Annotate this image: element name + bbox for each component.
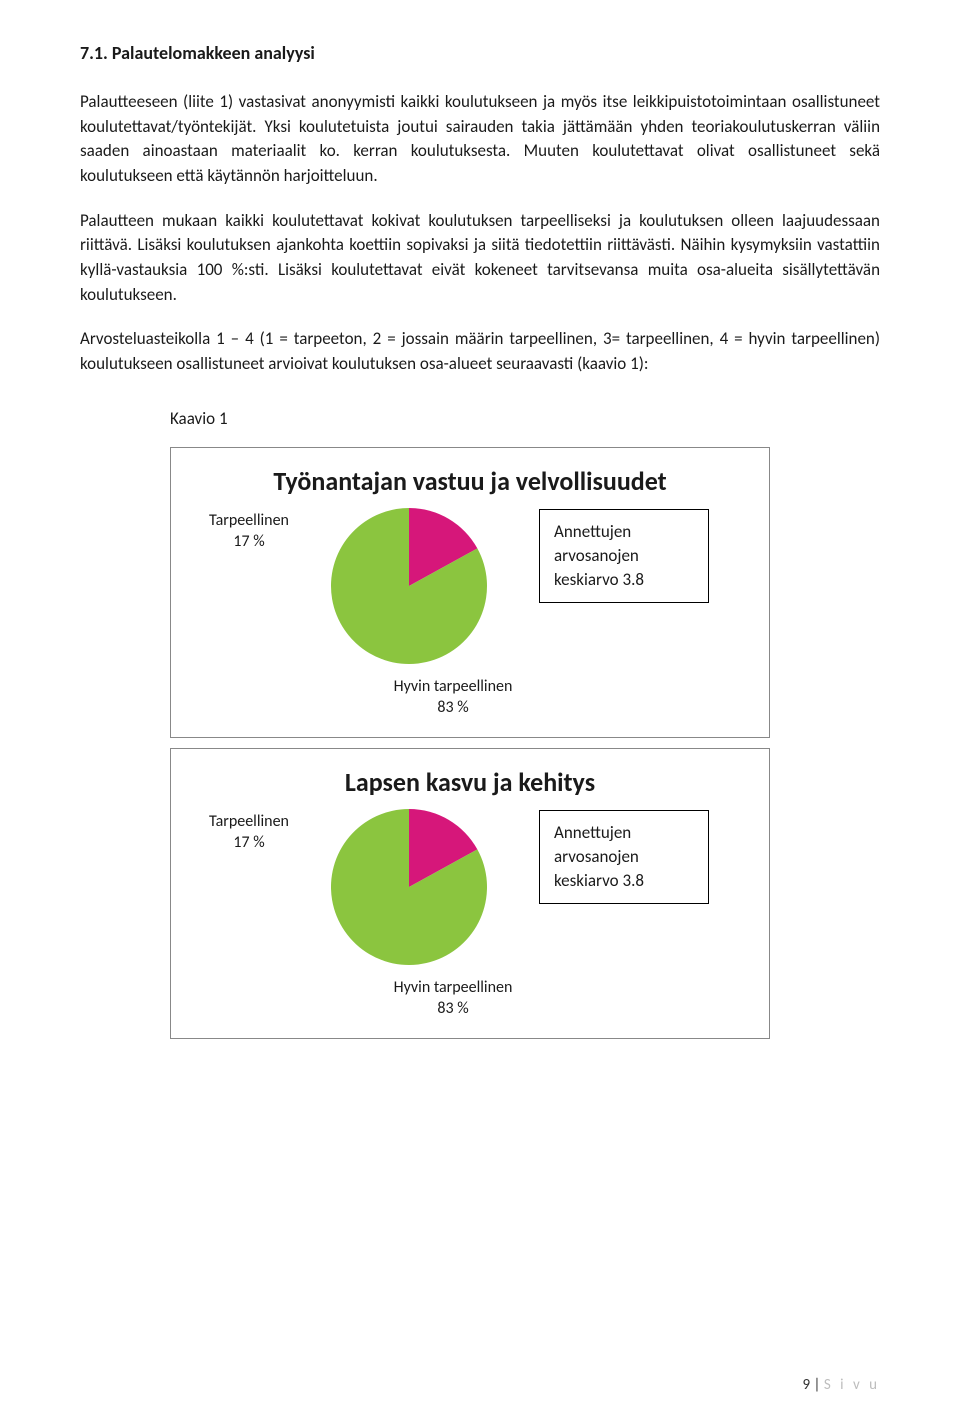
pie-chart-1 [324, 501, 494, 671]
slice-label-hyvin-2: Hyvin tarpeellinen 83 % [383, 978, 523, 1020]
page-number: 9 [803, 1376, 811, 1394]
chart-caption: Kaavio 1 [170, 407, 880, 432]
chart-panel-2: Lapsen kasvu ja kehitys Tarpeellinen 17 … [170, 748, 770, 1039]
legend-box-2: Annettujen arvosanojen keskiarvo 3.8 [539, 810, 709, 903]
pie-chart-2 [324, 802, 494, 972]
slice-label-tarpeellinen-1: Tarpeellinen 17 % [189, 511, 309, 553]
chart-title-2: Lapsen kasvu ja kehitys [189, 767, 751, 798]
paragraph-1: Palautteeseen (liite 1) vastasivat anony… [80, 90, 880, 189]
legend-box-1: Annettujen arvosanojen keskiarvo 3.8 [539, 509, 709, 602]
section-heading: 7.1. Palautelomakkeen analyysi [80, 40, 880, 66]
slice-label-hyvin-1: Hyvin tarpeellinen 83 % [383, 677, 523, 719]
chart-title-1: Työnantajan vastuu ja velvollisuudet [189, 466, 751, 497]
slice-label-tarpeellinen-2: Tarpeellinen 17 % [189, 812, 309, 854]
page-footer: 9 | S i v u [803, 1375, 880, 1397]
paragraph-3: Arvosteluasteikolla 1 – 4 (1 = tarpeeton… [80, 327, 880, 376]
paragraph-2: Palautteen mukaan kaikki koulutettavat k… [80, 209, 880, 308]
page-word: S i v u [824, 1376, 880, 1394]
chart-panel-1: Työnantajan vastuu ja velvollisuudet Tar… [170, 447, 770, 738]
